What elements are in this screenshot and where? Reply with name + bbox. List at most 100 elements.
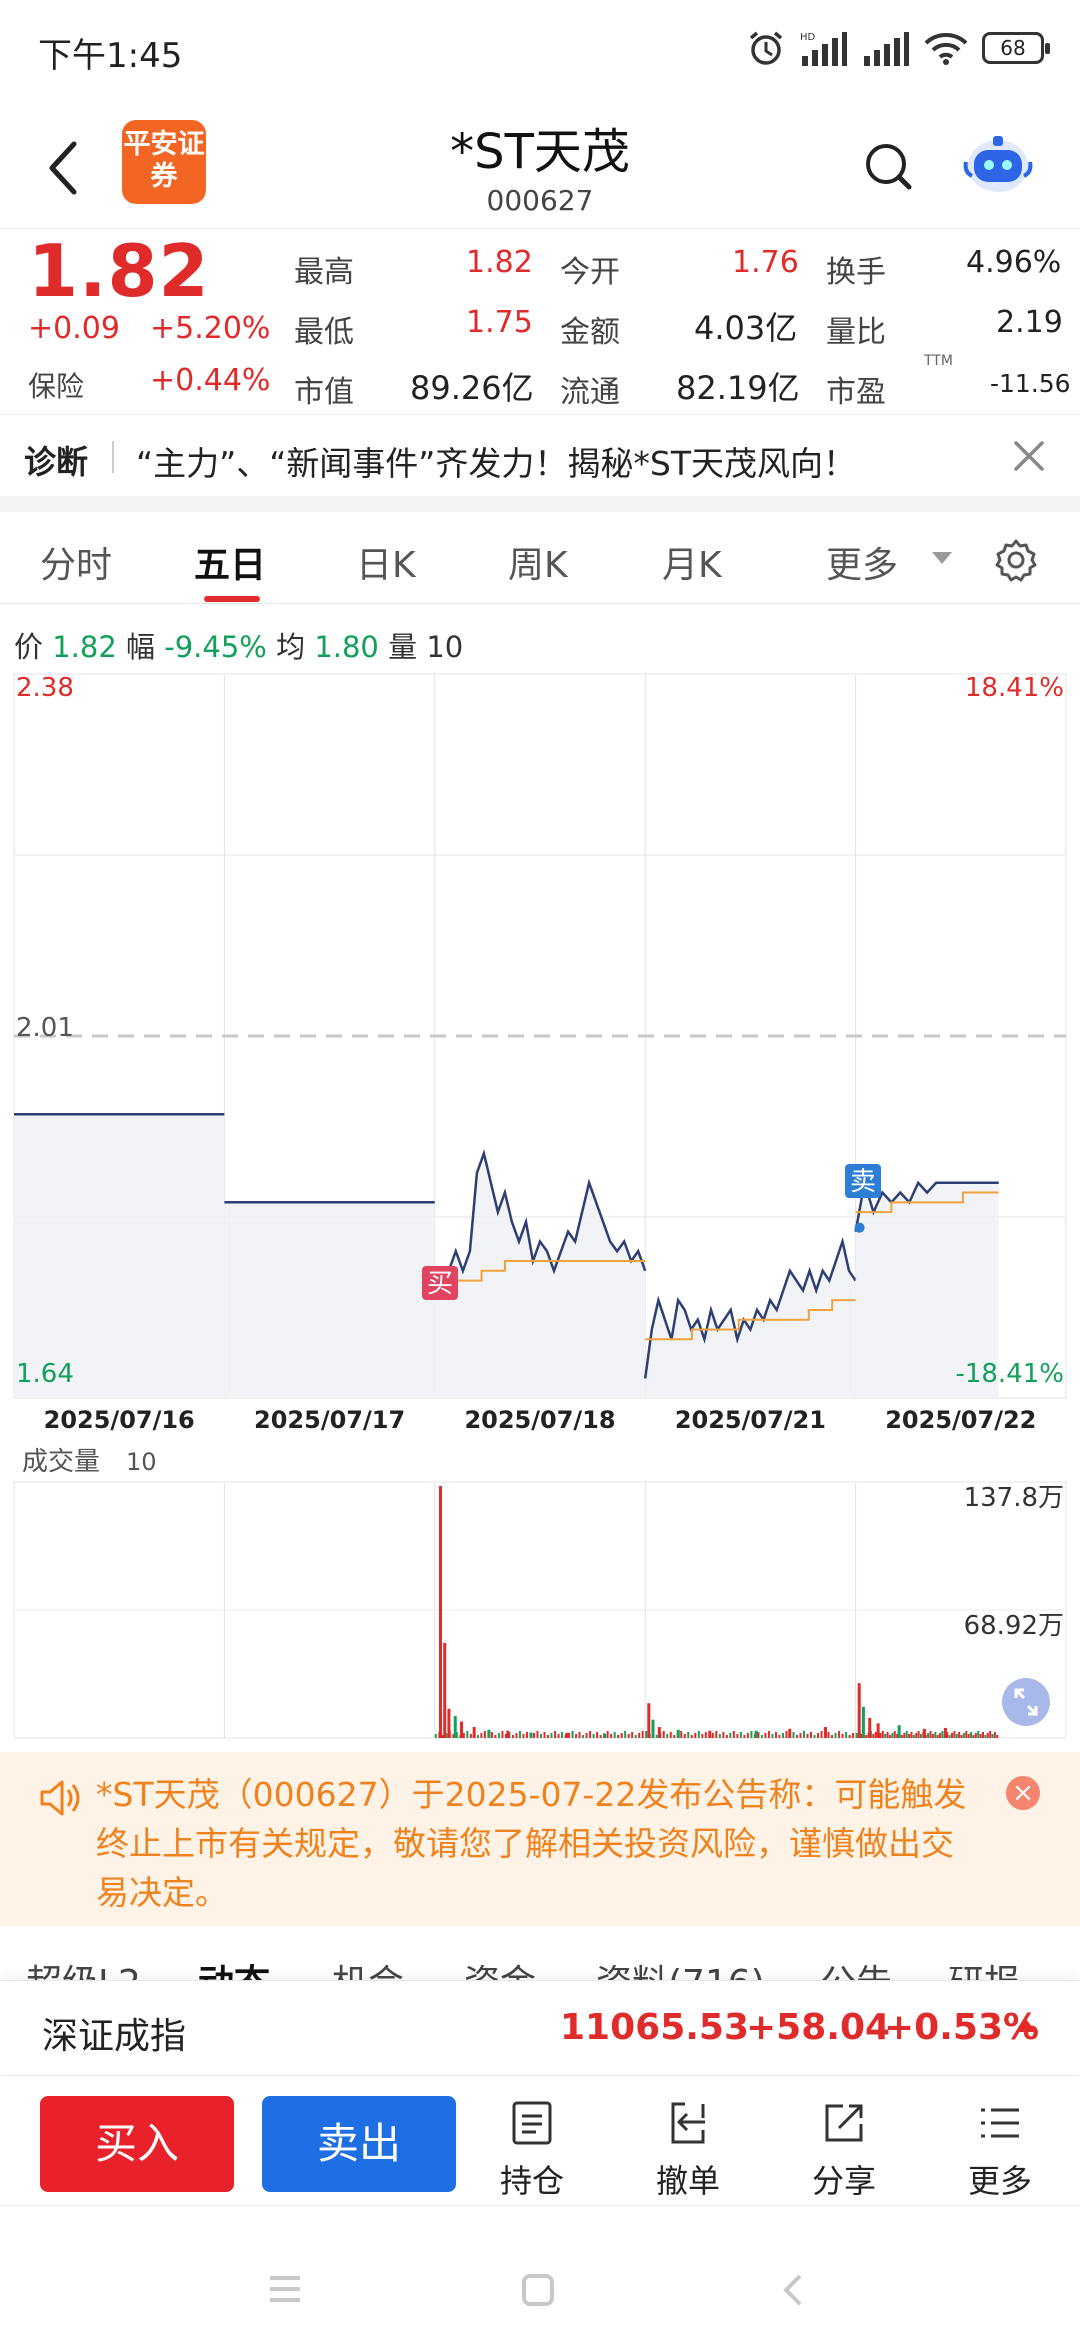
mcap-value: 89.26亿 [410,369,534,407]
float-value: 82.19亿 [676,369,800,407]
open-label: 今开 [560,255,620,290]
info-price-value: 1.82 [52,630,117,664]
volume-bar [941,1731,944,1738]
pe-label: 市盈 [826,375,886,410]
volume-bar [879,1733,882,1738]
volume-bar [953,1731,956,1738]
tab-announcements[interactable]: 公告 [820,1954,892,1980]
volume-bar [673,1735,676,1738]
tab-dynamics[interactable]: 动态 [198,1954,270,1980]
wifi-icon [924,33,968,65]
volume-bar [645,1731,648,1738]
tab-monthly-k[interactable]: 月K [662,545,722,586]
volume-bar [855,1733,858,1738]
home-icon[interactable] [520,2272,556,2308]
volume-bar [472,1727,476,1738]
fullscreen-icon[interactable] [1002,1678,1050,1726]
sector-label[interactable]: 保险 [28,370,85,403]
volume-bar [441,1735,444,1738]
gear-icon[interactable] [994,538,1038,582]
volume-bar [872,1734,875,1738]
info-vol-label: 量 [388,630,418,664]
buy-marker[interactable]: 买 [422,1266,458,1300]
system-nav-bar [0,2206,1080,2340]
chevron-down-icon[interactable] [932,552,952,564]
volume-bar [732,1731,735,1738]
position-button[interactable]: 持仓 [482,2100,582,2202]
volume-bar [557,1734,560,1738]
tab-daily-k[interactable]: 日K [356,545,416,586]
volume-bar [494,1735,497,1738]
sell-marker[interactable]: 卖 [845,1164,881,1198]
sector-pct[interactable]: +0.44% [150,363,271,398]
volume-bar [845,1732,848,1738]
cancel-order-icon [671,2102,705,2144]
close-icon[interactable] [1010,437,1048,475]
tab-opportunity[interactable]: 机会 [332,1954,404,1980]
more-button[interactable]: 更多 [950,2100,1050,2202]
volume-bar [568,1733,571,1738]
volume-bar [931,1734,934,1738]
tab-super-l2[interactable]: 超级L2 [26,1954,141,1980]
tab-more[interactable]: 更多 [826,545,899,586]
volume-bar [434,1734,437,1738]
status-bar: 下午1:45 HD 68 [0,0,1080,100]
volume-bar [662,1731,665,1738]
volume-bar [501,1731,504,1738]
volume-bar [439,1486,443,1738]
volume-bar [778,1735,781,1738]
volume-bar [739,1732,742,1738]
cancel-order-button[interactable]: 撤单 [638,2100,738,2202]
robot-assistant-icon[interactable] [962,132,1034,196]
price-area [855,1182,999,1398]
volume-chart[interactable]: 成交量 10 137.8万 68.92万 [0,1440,1080,1740]
diagnosis-banner[interactable]: 诊断 “主力”、“新闻事件”齐发力！揭秘*ST天茂风向！ [0,414,1080,496]
volume-bar [750,1731,753,1738]
tab-research[interactable]: 研报 [948,1954,1020,1980]
chart-info-row: 价 1.82 幅 -9.45% 均 1.80 量 10 [14,624,463,666]
volume-bar [543,1732,546,1738]
broker-logo: 平安证券 [122,120,206,204]
volume-bar [694,1733,697,1738]
diagnosis-text[interactable]: “主力”、“新闻事件”齐发力！揭秘*ST天茂风向！ [136,444,856,483]
volume-bar [722,1732,725,1738]
volume-bar [736,1734,739,1738]
tab-five-day[interactable]: 五日 [194,545,267,586]
recent-apps-icon[interactable] [268,2274,302,2304]
volume-bar [525,1732,528,1738]
battery-icon: 68 [982,32,1050,64]
tab-funds[interactable]: 资金 [464,1954,536,1980]
search-icon[interactable] [862,140,914,192]
volume-bar [831,1735,834,1738]
buy-button[interactable]: 买入 [40,2096,234,2192]
volume-bar [466,1731,469,1738]
volume-bar [903,1733,906,1738]
volume-mid-label: 68.92万 [964,1611,1064,1641]
volume-bar [508,1732,511,1738]
back-icon[interactable] [780,2272,804,2308]
back-arrow-icon[interactable] [44,138,84,198]
caret-up-icon[interactable] [1016,2019,1036,2032]
volume-bar [754,1730,758,1738]
close-icon[interactable]: × [1006,1776,1040,1810]
low-label: 最低 [294,315,354,350]
tab-profile[interactable]: 资料(716) [596,1954,765,1980]
sell-marker-box [845,1164,881,1198]
five-day-price-chart[interactable]: 2.38 2.01 1.64 18.41% -18.41% 2025/07/16… [0,670,1080,1440]
volume-bar [922,1728,926,1738]
sell-button[interactable]: 卖出 [262,2096,456,2192]
volume-bar [532,1733,535,1738]
volume-bar [571,1731,574,1738]
tab-weekly-k[interactable]: 周K [508,545,568,586]
volume-bar [704,1732,707,1738]
status-time: 下午1:45 [38,36,183,76]
volume-bar [655,1735,658,1738]
tab-intraday[interactable]: 分时 [40,545,113,586]
position-label: 持仓 [499,2162,564,2200]
volume-bar [986,1733,989,1738]
price-area [645,1241,856,1398]
share-button[interactable]: 分享 [794,2100,894,2202]
index-ticker[interactable]: 深证成指 11065.53 +58.04 +0.53% [0,1980,1080,2076]
volume-bar [589,1731,592,1738]
volume-bar [596,1732,599,1738]
